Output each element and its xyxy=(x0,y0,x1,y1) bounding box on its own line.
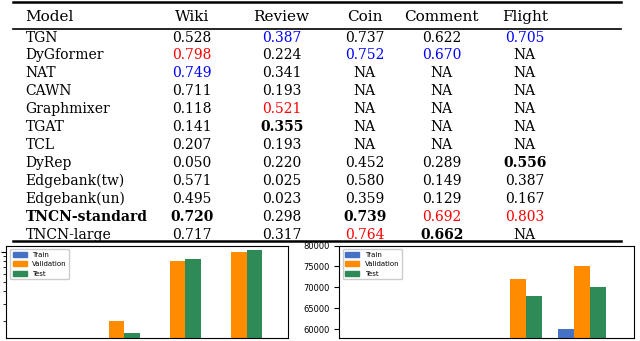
Bar xyxy=(575,266,591,341)
Text: Model: Model xyxy=(26,10,74,24)
Text: NA: NA xyxy=(431,120,452,134)
Text: 0.495: 0.495 xyxy=(172,192,212,206)
Text: 0.118: 0.118 xyxy=(172,102,212,116)
Text: 0.739: 0.739 xyxy=(343,210,387,224)
Text: 0.662: 0.662 xyxy=(420,228,463,242)
Text: 0.622: 0.622 xyxy=(422,31,461,45)
Text: 0.528: 0.528 xyxy=(172,31,212,45)
Text: NA: NA xyxy=(354,138,376,152)
Text: 0.803: 0.803 xyxy=(505,210,545,224)
Text: NA: NA xyxy=(514,120,536,134)
Bar xyxy=(109,321,124,341)
Text: 0.387: 0.387 xyxy=(262,31,301,45)
Text: 0.129: 0.129 xyxy=(422,192,461,206)
Text: 0.289: 0.289 xyxy=(422,156,461,170)
Text: NA: NA xyxy=(514,102,536,116)
Text: NA: NA xyxy=(431,66,452,80)
Text: NA: NA xyxy=(431,138,452,152)
Text: 0.050: 0.050 xyxy=(172,156,212,170)
Text: Comment: Comment xyxy=(404,10,479,24)
Text: 0.141: 0.141 xyxy=(172,120,212,134)
Text: TGN: TGN xyxy=(26,31,58,45)
Text: 0.452: 0.452 xyxy=(345,156,385,170)
Text: Flight: Flight xyxy=(502,10,548,24)
Text: 0.220: 0.220 xyxy=(262,156,301,170)
Text: NAT: NAT xyxy=(26,66,56,80)
Bar xyxy=(124,333,140,341)
Text: 0.580: 0.580 xyxy=(345,174,385,188)
Text: TNCN-large: TNCN-large xyxy=(26,228,111,242)
Text: 0.556: 0.556 xyxy=(503,156,547,170)
Text: 0.193: 0.193 xyxy=(262,84,301,98)
Text: 0.207: 0.207 xyxy=(172,138,212,152)
Text: NA: NA xyxy=(354,84,376,98)
Legend: Train, Validation, Test: Train, Validation, Test xyxy=(342,249,403,280)
Bar xyxy=(170,262,186,341)
Text: 0.317: 0.317 xyxy=(262,228,301,242)
Text: 0.341: 0.341 xyxy=(262,66,301,80)
Text: 0.355: 0.355 xyxy=(260,120,303,134)
Legend: Train, Validation, Test: Train, Validation, Test xyxy=(10,249,70,280)
Text: 0.737: 0.737 xyxy=(345,31,385,45)
Text: 0.167: 0.167 xyxy=(505,192,545,206)
Text: NA: NA xyxy=(514,84,536,98)
Text: 0.749: 0.749 xyxy=(172,66,212,80)
Text: 0.224: 0.224 xyxy=(262,48,301,62)
Text: 0.764: 0.764 xyxy=(345,228,385,242)
Text: 0.705: 0.705 xyxy=(505,31,545,45)
Bar xyxy=(527,296,543,341)
Text: 0.298: 0.298 xyxy=(262,210,301,224)
Text: 0.798: 0.798 xyxy=(172,48,212,62)
Bar xyxy=(591,287,607,341)
Text: Edgebank(tw): Edgebank(tw) xyxy=(26,174,125,188)
Text: NA: NA xyxy=(514,48,536,62)
Text: Wiki: Wiki xyxy=(175,10,209,24)
Text: TCL: TCL xyxy=(26,138,55,152)
Text: 0.025: 0.025 xyxy=(262,174,301,188)
Text: 0.193: 0.193 xyxy=(262,138,301,152)
Text: Edgebank(un): Edgebank(un) xyxy=(26,192,125,206)
Text: 0.387: 0.387 xyxy=(505,174,545,188)
Bar xyxy=(246,250,262,341)
Text: NA: NA xyxy=(514,138,536,152)
Text: NA: NA xyxy=(354,66,376,80)
Text: TGAT: TGAT xyxy=(26,120,65,134)
Text: Review: Review xyxy=(253,10,310,24)
Text: 0.711: 0.711 xyxy=(172,84,212,98)
Bar xyxy=(559,329,575,341)
Text: 0.571: 0.571 xyxy=(172,174,212,188)
Text: 0.023: 0.023 xyxy=(262,192,301,206)
Bar xyxy=(511,279,527,341)
Text: NA: NA xyxy=(514,66,536,80)
Text: 0.670: 0.670 xyxy=(422,48,461,62)
Text: DyGformer: DyGformer xyxy=(26,48,104,62)
Text: NA: NA xyxy=(514,228,536,242)
Text: NA: NA xyxy=(354,120,376,134)
Bar xyxy=(186,259,201,341)
Text: 0.149: 0.149 xyxy=(422,174,461,188)
Text: 0.692: 0.692 xyxy=(422,210,461,224)
Text: DyRep: DyRep xyxy=(26,156,72,170)
Text: 0.717: 0.717 xyxy=(172,228,212,242)
Bar xyxy=(232,252,246,341)
Text: 0.752: 0.752 xyxy=(345,48,385,62)
Text: 0.521: 0.521 xyxy=(262,102,301,116)
Text: 0.720: 0.720 xyxy=(170,210,214,224)
Text: Graphmixer: Graphmixer xyxy=(26,102,110,116)
Text: TNCN-standard: TNCN-standard xyxy=(26,210,148,224)
Text: NA: NA xyxy=(431,84,452,98)
Text: NA: NA xyxy=(354,102,376,116)
Text: Coin: Coin xyxy=(347,10,383,24)
Text: 0.359: 0.359 xyxy=(345,192,385,206)
Text: NA: NA xyxy=(431,102,452,116)
Text: CAWN: CAWN xyxy=(26,84,72,98)
